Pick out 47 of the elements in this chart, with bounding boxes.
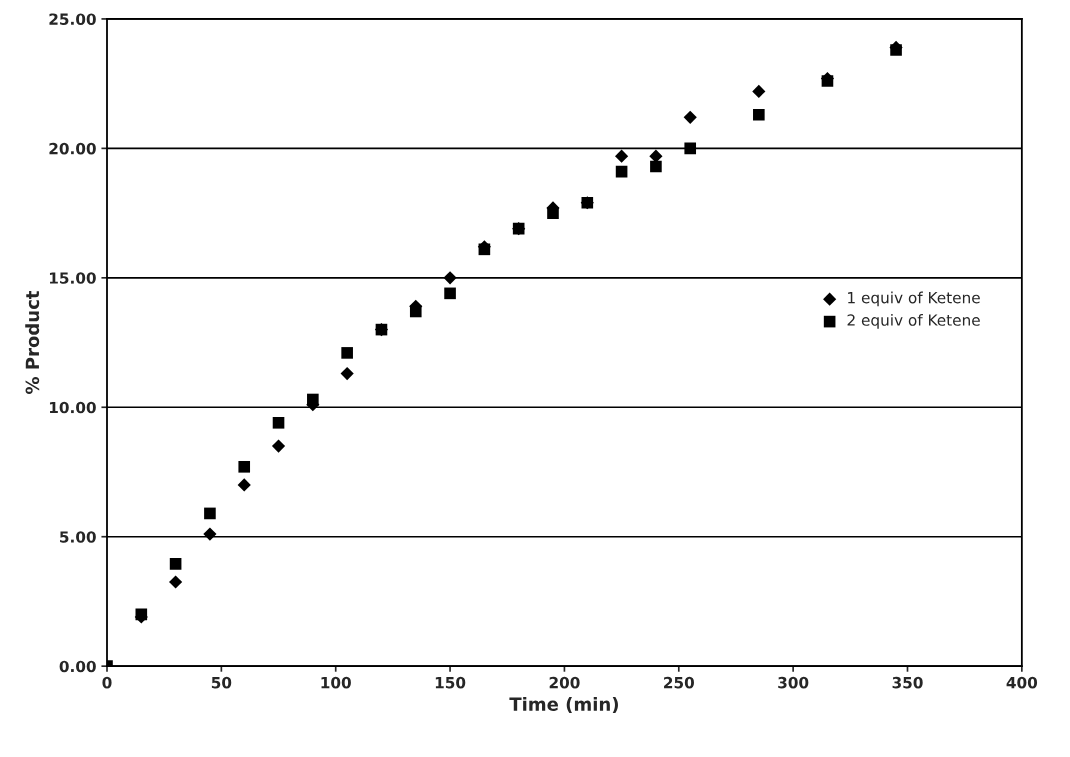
x-tick-label: 400	[1006, 676, 1038, 689]
legend-label: 1 equiv of Ketene	[848, 291, 980, 307]
point	[512, 222, 525, 235]
point	[443, 271, 457, 285]
x-tick-label: 250	[664, 676, 694, 689]
point	[340, 367, 354, 381]
y-tick-label: 10.00	[49, 401, 96, 414]
x-tick-label: 100	[321, 676, 351, 689]
point	[615, 149, 629, 163]
point	[307, 393, 319, 406]
point	[753, 108, 765, 121]
legend-label: 2 equiv of Ketene	[847, 314, 980, 329]
x-tick-label: 0	[102, 676, 112, 689]
point	[547, 207, 559, 219]
point	[615, 165, 628, 178]
point	[271, 439, 286, 453]
point	[649, 149, 663, 163]
point	[204, 507, 216, 520]
point	[341, 347, 353, 359]
point	[581, 196, 594, 209]
y-tick-label: 0.00	[59, 660, 96, 673]
x-tick-label: 350	[892, 676, 923, 689]
x-tick-label: 200	[549, 676, 580, 689]
point	[272, 416, 285, 429]
point	[409, 305, 422, 318]
point	[684, 142, 697, 155]
point	[752, 84, 766, 98]
y-tick-label: 15.00	[49, 272, 96, 284]
point	[683, 110, 697, 124]
y-axis-title: % Product	[25, 290, 40, 394]
point	[237, 478, 251, 492]
y-tick-label: 20.00	[49, 142, 96, 155]
point	[169, 575, 183, 589]
y-tick-label: 25.00	[49, 13, 96, 25]
x-tick-label: 150	[435, 676, 466, 689]
point	[169, 558, 182, 570]
point	[890, 44, 902, 56]
point	[444, 287, 456, 300]
point	[650, 160, 662, 173]
x-tick-label: 300	[778, 676, 809, 689]
x-axis-title: Time (min)	[509, 696, 618, 714]
x-tick-label: 50	[211, 676, 232, 689]
point	[375, 323, 388, 336]
y-tick-label: 5.00	[60, 531, 96, 543]
point	[203, 527, 217, 541]
point	[238, 461, 251, 473]
point	[821, 75, 834, 87]
